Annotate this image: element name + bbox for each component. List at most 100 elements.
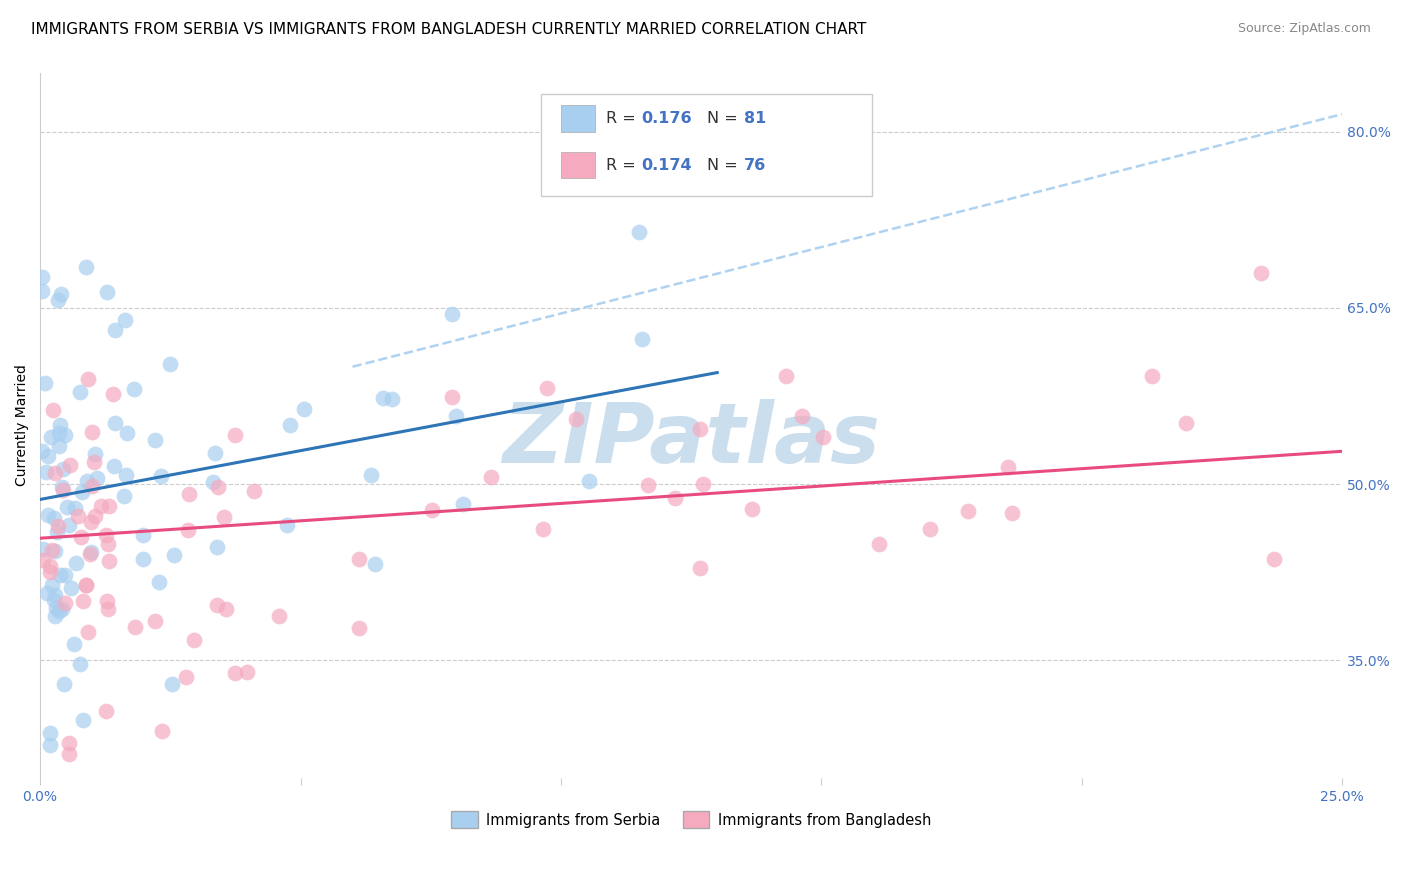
Point — [35, 465, 58, 479]
Point — [163, 548, 186, 562]
Point — [235, 665, 257, 679]
Point — [34, 376, 56, 390]
Point — [49, 567, 72, 582]
Point — [148, 574, 170, 589]
Point — [52, 462, 75, 476]
Point — [83, 508, 105, 523]
Point — [42, 593, 65, 607]
Point — [440, 307, 463, 321]
Point — [38, 738, 60, 752]
Point — [53, 568, 76, 582]
Point — [86, 471, 108, 485]
Point — [664, 491, 686, 505]
Point — [101, 386, 124, 401]
Point — [51, 480, 73, 494]
Point — [1263, 552, 1285, 566]
Point — [70, 530, 93, 544]
Point — [48, 605, 70, 619]
Point — [67, 509, 90, 524]
Point — [44, 466, 66, 480]
Point — [292, 402, 315, 417]
Point — [174, 670, 197, 684]
Y-axis label: Currently Married: Currently Married — [15, 365, 30, 486]
Point — [97, 602, 120, 616]
Point — [132, 552, 155, 566]
Point — [531, 522, 554, 536]
Point — [741, 502, 763, 516]
Point — [32, 553, 55, 567]
Point — [269, 608, 291, 623]
Point — [215, 601, 238, 615]
Point — [58, 736, 80, 750]
Point — [792, 409, 814, 423]
Point — [132, 528, 155, 542]
Point — [60, 581, 83, 595]
Point — [160, 677, 183, 691]
Point — [112, 489, 135, 503]
Point — [364, 557, 387, 571]
Point — [75, 577, 97, 591]
Point — [631, 332, 654, 346]
Point — [150, 724, 173, 739]
Point — [183, 632, 205, 647]
Point — [224, 428, 246, 442]
Point — [96, 537, 118, 551]
Point — [80, 425, 103, 439]
Point — [98, 499, 121, 513]
Point — [565, 412, 588, 426]
Point — [420, 502, 443, 516]
Point — [37, 508, 59, 522]
Point — [38, 559, 60, 574]
Point — [44, 511, 66, 525]
Point — [80, 545, 103, 559]
Point — [451, 497, 474, 511]
Point — [65, 556, 87, 570]
Point — [243, 484, 266, 499]
Point — [96, 285, 118, 300]
Point — [150, 469, 173, 483]
Text: N =: N = — [707, 158, 744, 172]
Point — [96, 594, 118, 608]
Point — [72, 713, 94, 727]
Point — [75, 260, 97, 274]
Point — [69, 657, 91, 671]
Point — [39, 429, 62, 443]
Point — [811, 430, 834, 444]
Point — [31, 443, 53, 458]
Text: ZIPatlas: ZIPatlas — [502, 399, 880, 480]
Point — [205, 540, 228, 554]
Point — [63, 500, 86, 515]
Point — [39, 566, 62, 580]
Point — [360, 468, 382, 483]
Point — [627, 225, 650, 239]
Point — [51, 286, 73, 301]
Point — [83, 455, 105, 469]
Point — [41, 542, 63, 557]
Point — [775, 369, 797, 384]
Point — [143, 433, 166, 447]
Point — [104, 323, 127, 337]
Point — [90, 499, 112, 513]
Point — [918, 523, 941, 537]
Point — [212, 510, 235, 524]
Text: 0.174: 0.174 — [641, 158, 692, 172]
Point — [444, 409, 467, 423]
Point — [72, 594, 94, 608]
Point — [94, 704, 117, 718]
Point — [46, 518, 69, 533]
Point — [55, 500, 77, 515]
Point — [37, 586, 59, 600]
Point — [44, 589, 66, 603]
Point — [52, 483, 75, 498]
Point — [371, 391, 394, 405]
Point — [31, 542, 53, 557]
Point — [143, 614, 166, 628]
Point — [278, 418, 301, 433]
Point — [49, 417, 72, 432]
Point — [48, 439, 70, 453]
Point — [45, 601, 67, 615]
Text: R =: R = — [606, 158, 641, 172]
Point — [869, 537, 891, 551]
Point — [202, 475, 225, 490]
Point — [115, 425, 138, 440]
